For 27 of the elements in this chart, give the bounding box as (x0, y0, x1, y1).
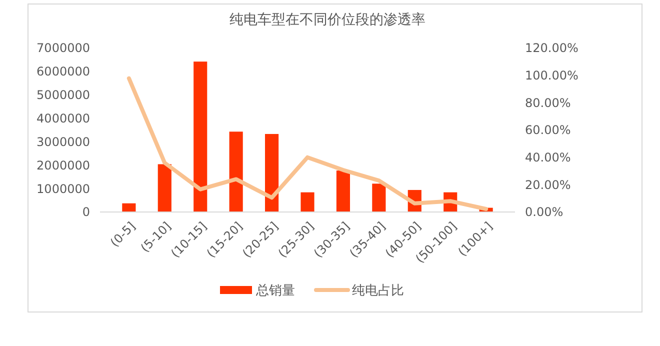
bar (122, 203, 136, 212)
y2-tick-label: 100.00% (525, 68, 578, 83)
line-series (126, 76, 488, 211)
y-tick-label: 5000000 (36, 88, 90, 102)
y2-tick-label: 60.00% (525, 123, 571, 138)
y2-tick-label: 80.00% (525, 96, 571, 110)
legend-label: 纯电占比 (352, 284, 404, 299)
bar (265, 134, 279, 212)
bar (229, 132, 243, 212)
chart-title: 纯电车型在不同价位段的渗透率 (230, 12, 426, 28)
y2-tick-label: 40.00% (525, 150, 571, 165)
bar (194, 62, 208, 212)
y-tick-label: 6000000 (36, 64, 90, 79)
y-tick-label: 7000000 (36, 41, 90, 56)
y2-tick-label: 120.00% (525, 41, 578, 56)
legend-label: 总销量 (255, 284, 295, 299)
y-tick-label: 3000000 (36, 134, 90, 149)
bar (336, 170, 350, 212)
bar (158, 164, 172, 212)
y-tick-label: 2000000 (36, 158, 90, 172)
y2-tick-label: 0.00% (525, 205, 564, 220)
bar (372, 184, 386, 212)
bar (300, 192, 314, 212)
y-tick-label: 0 (82, 205, 90, 220)
y-tick-label: 4000000 (36, 111, 90, 126)
y-tick-label: 1000000 (36, 182, 90, 196)
y2-tick-label: 20.00% (525, 178, 571, 192)
